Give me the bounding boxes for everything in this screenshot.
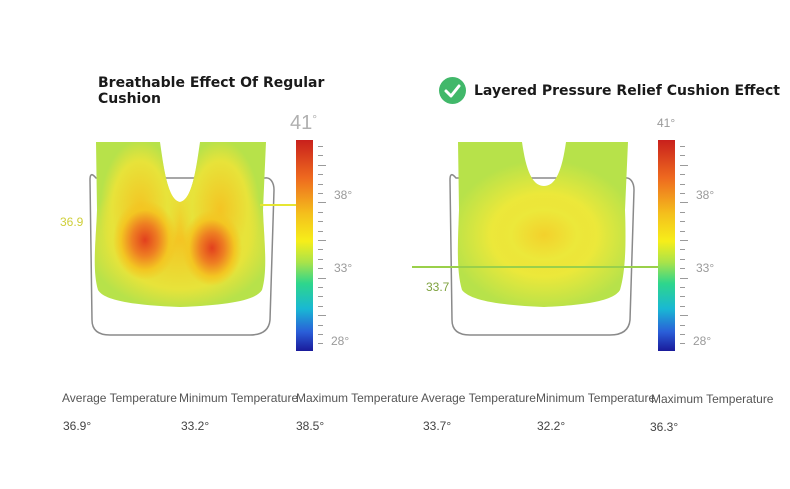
left-marker-value: 36.9 <box>60 215 84 229</box>
right-heatmap <box>449 142 635 336</box>
scale-tick <box>318 164 326 166</box>
scale-tick <box>318 305 323 307</box>
right-scale-label-33: 33° <box>696 261 715 275</box>
scale-tick <box>680 249 685 251</box>
scale-tick <box>318 183 323 185</box>
scale-tick <box>318 240 326 241</box>
scale-tick <box>318 146 323 147</box>
scale-tick <box>318 268 323 270</box>
right-stat-value-minimum: 32.2° <box>537 419 566 433</box>
scale-tick <box>318 343 323 345</box>
scale-tick <box>318 202 326 204</box>
scale-tick <box>680 240 688 241</box>
right-stat-label-average: Average Temperature <box>421 391 536 405</box>
left-stat-label-maximum: Maximum Temperature <box>296 391 419 405</box>
scale-tick <box>318 334 323 335</box>
left-color-scale <box>296 140 313 351</box>
scale-tick <box>680 305 685 307</box>
scale-tick <box>318 249 323 251</box>
scale-tick <box>318 258 323 260</box>
scale-tick <box>318 315 326 317</box>
right-scale-max: 41° <box>657 116 676 130</box>
left-title: Breathable Effect Of Regular Cushion <box>98 75 324 107</box>
scale-tick <box>318 193 323 194</box>
left-scale-label-33: 33° <box>334 261 353 275</box>
scale-tick <box>318 211 323 213</box>
left-stat-value-minimum: 33.2° <box>181 419 210 433</box>
scale-tick <box>680 155 685 157</box>
scale-tick <box>680 174 685 176</box>
right-scale-label-38: 38° <box>696 188 715 202</box>
scale-tick <box>680 230 685 232</box>
scale-tick <box>680 211 685 213</box>
scale-tick <box>680 334 685 335</box>
scale-tick <box>680 193 685 194</box>
right-stat-value-average: 33.7° <box>423 419 452 433</box>
scale-tick <box>318 287 323 288</box>
scale-tick <box>680 221 685 223</box>
left-scale-label-38: 38° <box>334 188 353 202</box>
scale-tick <box>680 164 688 166</box>
right-color-scale <box>658 140 675 351</box>
left-title-line2: Cushion <box>98 91 161 107</box>
scale-tick <box>318 174 323 176</box>
scale-tick <box>318 221 323 223</box>
right-cushion-outline <box>449 173 635 336</box>
scale-tick <box>318 277 326 279</box>
left-stat-label-average: Average Temperature <box>62 391 177 405</box>
scale-tick <box>680 183 685 185</box>
left-marker-line <box>260 204 296 206</box>
scale-tick <box>680 315 688 317</box>
left-heatmap <box>89 142 275 336</box>
right-stat-label-minimum: Minimum Temperature <box>536 391 656 405</box>
right-marker-line <box>412 266 658 268</box>
left-cushion-outline <box>89 173 275 336</box>
scale-tick <box>680 277 688 279</box>
left-stat-value-maximum: 38.5° <box>296 419 325 433</box>
right-stat-value-maximum: 36.3° <box>650 420 679 434</box>
scale-tick <box>318 230 323 232</box>
scale-tick <box>680 146 685 147</box>
left-stat-value-average: 36.9° <box>63 419 92 433</box>
scale-tick <box>680 343 685 345</box>
scale-tick <box>680 202 688 204</box>
left-scale-label-28: 28° <box>331 334 350 348</box>
right-scale-label-28: 28° <box>693 334 712 348</box>
scale-tick <box>680 258 685 260</box>
right-marker-value: 33.7 <box>426 280 450 294</box>
check-circle-icon <box>439 77 466 104</box>
scale-tick <box>318 324 323 326</box>
right-stat-label-maximum: Maximum Temperature <box>651 392 774 406</box>
scale-tick <box>680 296 685 298</box>
scale-tick <box>318 155 323 157</box>
left-title-line1: Breathable Effect Of Regular <box>98 75 325 91</box>
left-scale-max: 41° <box>290 112 318 134</box>
right-title: Layered Pressure Relief Cushion Effect <box>474 83 780 99</box>
scale-tick <box>680 268 685 270</box>
left-stat-label-minimum: Minimum Temperature <box>179 391 299 405</box>
scale-tick <box>680 287 685 288</box>
scale-tick <box>318 296 323 298</box>
scale-tick <box>680 324 685 326</box>
